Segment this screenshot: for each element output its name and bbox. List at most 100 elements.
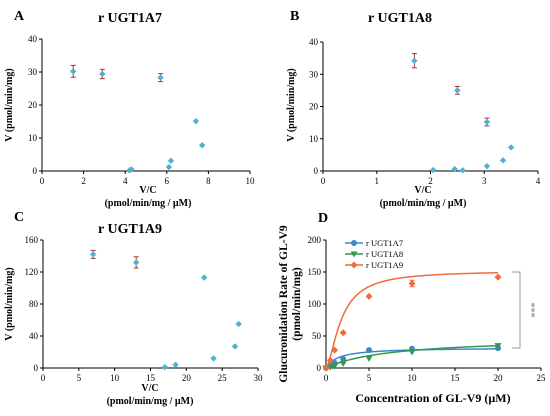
panel-c: C r UGT1A9 0 5 10 15 20 25 30 0 40 80 120 160 V/C (… xyxy=(4,210,263,407)
data-point-c-4 xyxy=(231,343,239,350)
panel-c-xlabel: V/C xyxy=(141,383,158,394)
x-tick-label: 5 xyxy=(367,373,372,383)
y-tick-label: 10 xyxy=(28,133,38,143)
panel-letter-b: B xyxy=(290,9,299,24)
panel-b-title: r UGT1A8 xyxy=(368,11,432,26)
y-tick-label: 20 xyxy=(309,102,319,112)
y-tick-label: 120 xyxy=(25,267,39,277)
data-point-rugt1a8-3 xyxy=(339,361,347,368)
x-tick-label: 0 xyxy=(321,176,326,186)
x-tick-label: 30 xyxy=(254,373,264,383)
y-tick-label: 0 xyxy=(34,363,39,373)
x-tick-label: 15 xyxy=(451,373,461,383)
y-tick-label: 30 xyxy=(28,67,38,77)
data-point-rugt1a9-0 xyxy=(322,364,330,372)
data-point-rugt1a8-6 xyxy=(494,343,502,350)
y-tick-label: 10 xyxy=(309,134,319,144)
data-point-c-5 xyxy=(210,355,217,362)
panel-letter-a: A xyxy=(14,9,25,24)
data-point-a-0 xyxy=(70,68,77,75)
x-tick-label: 10 xyxy=(408,373,418,383)
data-point-rugt1a9-4 xyxy=(365,292,373,300)
data-point-rugt1a9-2 xyxy=(331,346,339,354)
data-point-b-6 xyxy=(451,165,458,173)
data-point-c-1 xyxy=(132,259,140,266)
panel-d-ylabel-line1: Glucuronidation Rate of GL-V9 xyxy=(278,225,290,383)
panel-b-xlabel-units: (pmol/min/mg / µM) xyxy=(380,198,467,209)
fit-curve-rugt1a9 xyxy=(325,271,499,369)
y-tick-label: 150 xyxy=(308,267,322,277)
y-tick-label: 20 xyxy=(28,100,38,110)
panel-a-title: r UGT1A7 xyxy=(98,11,162,26)
data-point-a-5 xyxy=(167,157,175,164)
panel-c-ylabel: V (pmol/min/mg) xyxy=(4,267,15,340)
significance-bracket: *** xyxy=(512,271,536,349)
data-point-rugt1a8-5 xyxy=(408,349,416,356)
data-point-c-0 xyxy=(89,251,97,258)
y-tick-label: 30 xyxy=(309,69,319,79)
panel-d: D 0 5 10 15 20 25 0 50 100 150 200 Concentration o… xyxy=(278,211,546,405)
x-tick-label: 8 xyxy=(206,176,211,186)
legend-item-rugt1a8: r UGT1A8 xyxy=(345,249,403,259)
x-tick-label: 4 xyxy=(536,176,541,186)
data-point-a-2 xyxy=(157,74,164,81)
data-point-a-4 xyxy=(198,142,206,149)
data-point-rugt1a9-1 xyxy=(326,356,334,364)
y-tick-label: 100 xyxy=(308,299,322,309)
panel-letter-c: C xyxy=(14,210,24,225)
significance-label: *** xyxy=(525,303,536,318)
y-tick-label: 50 xyxy=(312,331,322,341)
data-point-a-8 xyxy=(126,167,133,174)
panel-a-ylabel: V (pmol/min/mg) xyxy=(4,68,15,141)
data-point-b-8 xyxy=(459,167,466,174)
x-tick-label: 25 xyxy=(537,373,547,383)
y-tick-label: 0 xyxy=(33,166,38,176)
x-tick-label: 20 xyxy=(182,373,192,383)
data-point-b-1 xyxy=(454,87,461,94)
data-point-b-4 xyxy=(499,157,507,164)
data-point-rugt1a7-4 xyxy=(366,347,372,354)
x-tick-label: 3 xyxy=(482,176,487,186)
x-tick-label: 2 xyxy=(428,176,433,186)
data-point-a-3 xyxy=(192,117,200,125)
data-point-rugt1a9-6 xyxy=(494,273,502,281)
panel-a-xlabel-units: (pmol/min/mg / µM) xyxy=(105,198,192,209)
x-tick-label: 15 xyxy=(146,373,156,383)
x-tick-label: 4 xyxy=(123,176,128,186)
legend-label-rugt1a8: r UGT1A8 xyxy=(366,249,403,259)
x-tick-label: 20 xyxy=(494,373,504,383)
panel-b-ylabel: V (pmol/min/mg) xyxy=(286,68,297,141)
legend-marker-rugt1a7 xyxy=(351,240,357,246)
legend-label-rugt1a9: r UGT1A9 xyxy=(366,260,403,270)
legend: r UGT1A7 r UGT1A8 r UGT1A9 xyxy=(345,238,403,270)
data-point-c-2 xyxy=(201,274,208,281)
y-tick-label: 40 xyxy=(309,37,319,47)
data-point-c-3 xyxy=(235,320,242,328)
data-point-rugt1a8-4 xyxy=(365,355,373,362)
panel-d-ylabel-line2: (pmol/min/mg) xyxy=(291,267,303,341)
panel-d-xlabel: Concentration of GL-V9 (µM) xyxy=(355,391,510,405)
data-point-b-0 xyxy=(411,57,418,64)
x-tick-label: 1 xyxy=(375,176,380,186)
x-tick-label: 6 xyxy=(165,176,170,186)
data-point-rugt1a8-2 xyxy=(331,363,339,370)
data-point-rugt1a8-1 xyxy=(326,364,334,371)
x-tick-label: 0 xyxy=(40,176,45,186)
data-point-c-6 xyxy=(172,361,179,368)
panel-a: A r UGT1A7 0 2 4 6 8 10 0 10 20 30 40 V/C (pmol/mi… xyxy=(4,9,255,209)
x-tick-label: 0 xyxy=(41,373,46,383)
y-tick-label: 0 xyxy=(314,166,319,176)
y-tick-label: 160 xyxy=(25,235,39,245)
legend-marker-rugt1a8 xyxy=(350,251,358,258)
data-point-b-3 xyxy=(507,144,515,151)
data-point-a-1 xyxy=(99,70,106,78)
y-tick-label: 40 xyxy=(29,331,39,341)
y-tick-label: 0 xyxy=(317,363,322,373)
data-point-rugt1a9-3 xyxy=(339,329,347,337)
legend-item-rugt1a7: r UGT1A7 xyxy=(345,238,403,248)
data-point-a-6 xyxy=(165,163,173,171)
x-tick-label: 10 xyxy=(110,373,120,383)
data-point-c-7 xyxy=(161,364,169,371)
